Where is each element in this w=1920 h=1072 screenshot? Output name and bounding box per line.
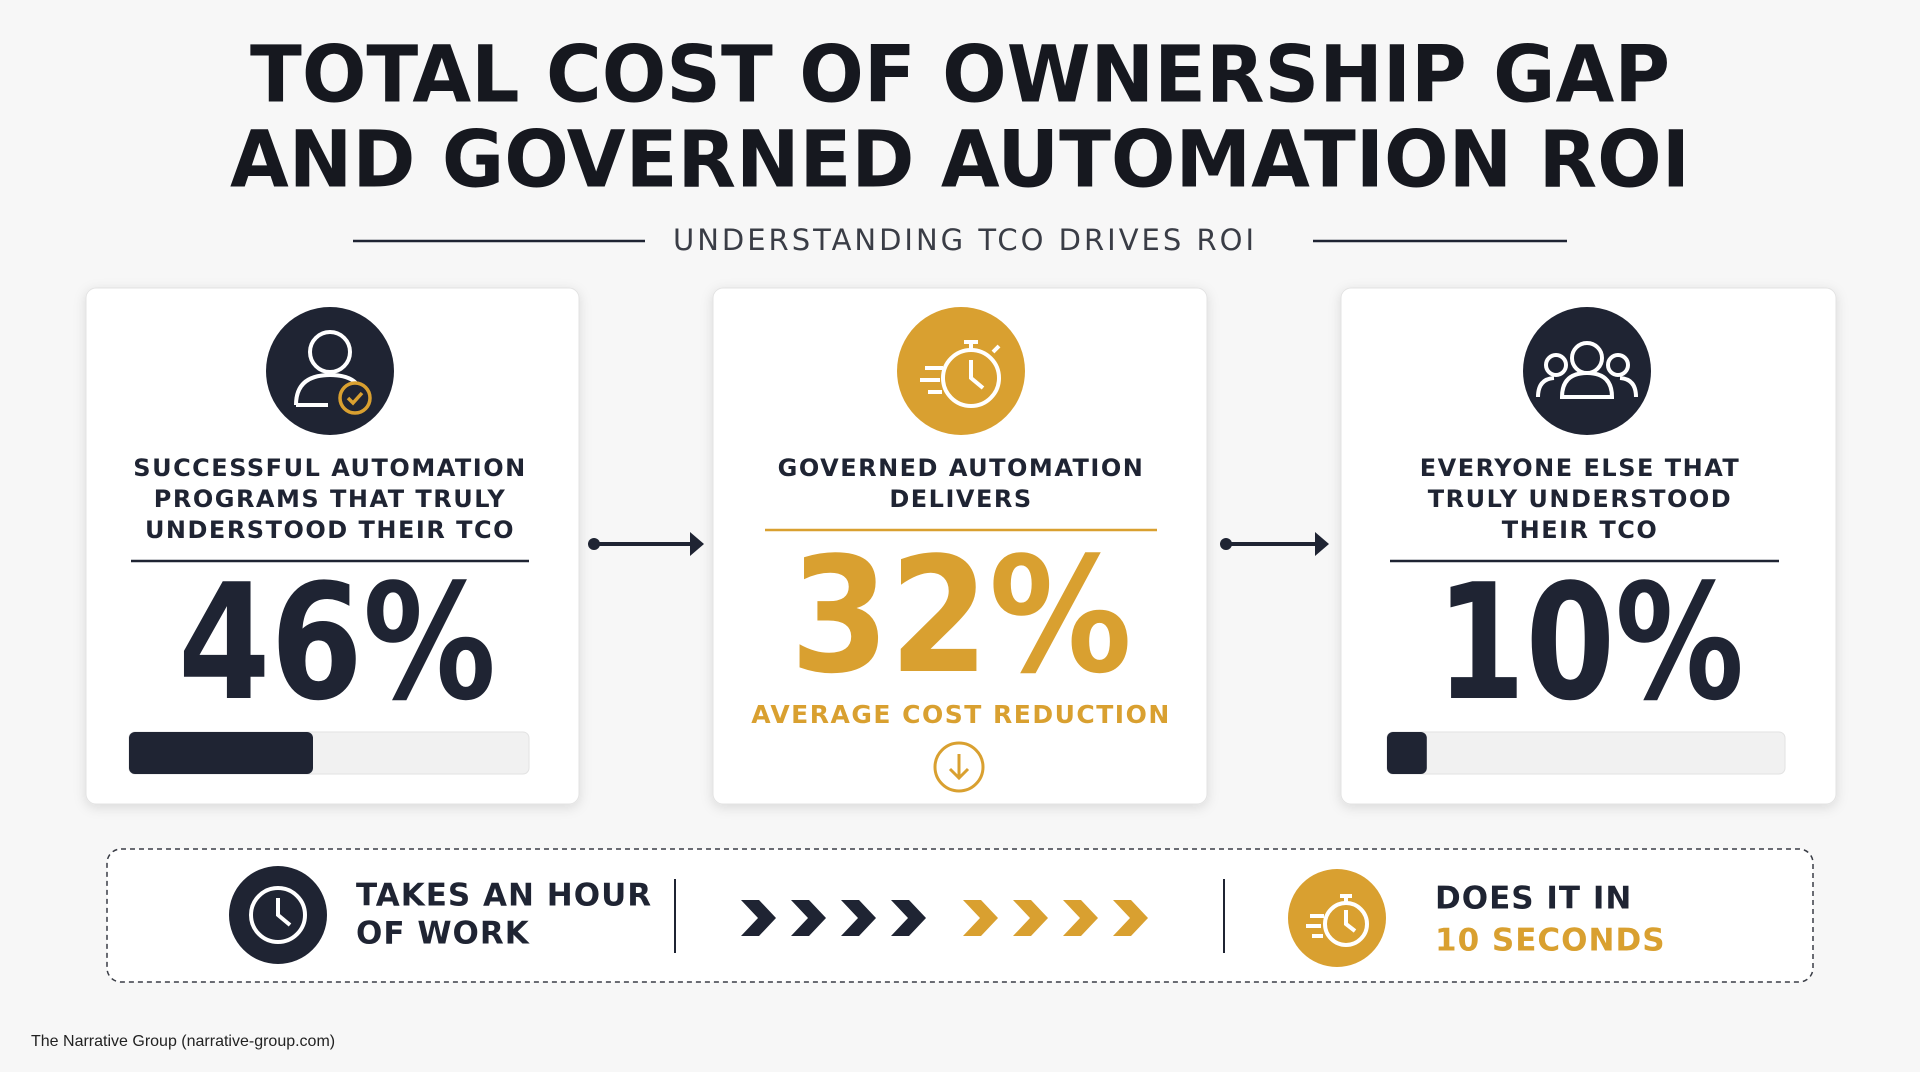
- card: [1340, 287, 1837, 805]
- chevrons: [741, 900, 1148, 936]
- stopwatch-icon: [897, 307, 1025, 435]
- stopwatch-icon: [1288, 869, 1386, 967]
- card-label: GOVERNED AUTOMATION: [778, 454, 1145, 482]
- big-value: 32%: [790, 522, 1132, 709]
- card: [85, 287, 580, 805]
- big-value: 10%: [1436, 549, 1744, 736]
- bar-track: [1386, 731, 1786, 775]
- big-value: 46%: [178, 549, 496, 736]
- card-label: THEIR TCO: [1502, 516, 1659, 544]
- connector-arrow: [588, 532, 704, 556]
- clock-icon: [229, 866, 327, 964]
- bar-fill: [129, 732, 313, 774]
- card-label: SUCCESSFUL AUTOMATION: [133, 454, 526, 482]
- comparison-text: 10 SECONDS: [1435, 923, 1666, 959]
- comparison-text: DOES IT IN: [1435, 881, 1632, 917]
- bar-fill: [1387, 732, 1427, 774]
- card: [712, 287, 1208, 805]
- card-caption: AVERAGE COST REDUCTION: [751, 700, 1171, 729]
- card-label: DELIVERS: [889, 485, 1032, 513]
- card-label: PROGRAMS THAT TRULY: [154, 485, 506, 513]
- connector-arrow: [1220, 532, 1329, 556]
- comparison-box: [106, 848, 1814, 983]
- group-icon: [1523, 307, 1651, 435]
- title-line: AND GOVERNED AUTOMATION ROI: [230, 115, 1690, 205]
- card-label: UNDERSTOOD THEIR TCO: [145, 516, 515, 544]
- title-line: TOTAL COST OF OWNERSHIP GAP: [250, 30, 1670, 120]
- footer: The Narrative Group (narrative-group.com…: [31, 1033, 335, 1050]
- comparison-text: TAKES AN HOUR: [356, 878, 652, 914]
- subtitle: UNDERSTANDING TCO DRIVES ROI: [673, 223, 1257, 257]
- person-icon: [266, 307, 394, 435]
- comparison-text: OF WORK: [356, 916, 530, 952]
- down-arrow-icon: [933, 741, 985, 793]
- card-label: EVERYONE ELSE THAT: [1420, 454, 1741, 482]
- card-label: TRULY UNDERSTOOD: [1428, 485, 1732, 513]
